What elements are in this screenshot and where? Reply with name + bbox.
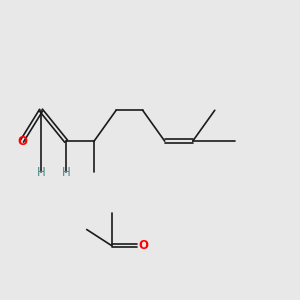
Text: H: H bbox=[37, 166, 45, 178]
Text: H: H bbox=[62, 166, 70, 178]
Text: O: O bbox=[17, 135, 27, 148]
Text: O: O bbox=[138, 239, 148, 252]
